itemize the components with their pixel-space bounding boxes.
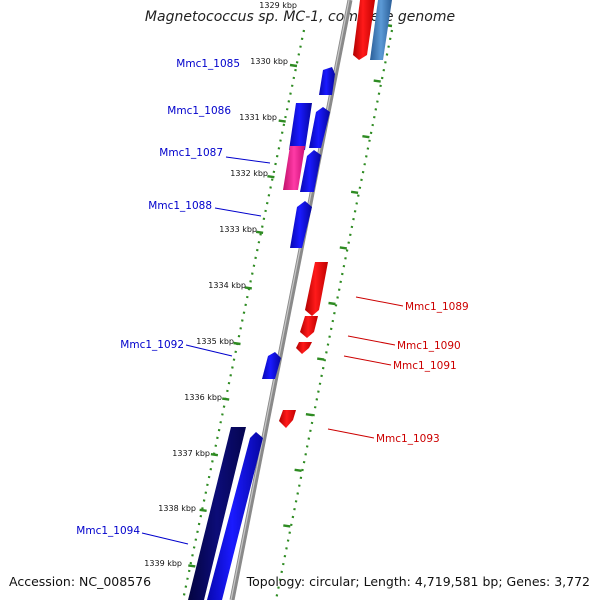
gene-arrow-mmc1-1086[interactable] xyxy=(289,103,312,150)
gene-label-mmc1-1091[interactable]: Mmc1_1091 xyxy=(393,360,457,372)
gene-arrow-top-red[interactable] xyxy=(353,0,375,60)
ruler-label-1331: 1331 kbp xyxy=(239,113,277,122)
reverse-major-tick xyxy=(305,413,314,417)
topology-text: Topology: circular; Length: 4,719,581 bp… xyxy=(246,574,590,589)
reverse-major-tick xyxy=(373,79,381,83)
gene-label-mmc1-1092[interactable]: Mmc1_1092 xyxy=(120,339,184,351)
gene-arrow-mmc1-1086b[interactable] xyxy=(309,107,330,148)
reverse-strand-ticks xyxy=(283,23,393,528)
gene-label-mmc1-1094[interactable]: Mmc1_1094 xyxy=(76,525,140,537)
gene-arrow-mmc1-1093[interactable] xyxy=(279,410,296,428)
ruler-label-1333: 1333 kbp xyxy=(219,225,257,234)
ruler-dot xyxy=(265,201,269,205)
forward-leader-lines xyxy=(141,156,271,545)
ruler-dot xyxy=(274,162,277,166)
gene-label-mmc1-1085[interactable]: Mmc1_1085 xyxy=(176,58,240,70)
reverse-leader-lines xyxy=(327,296,404,439)
ruler-label-1335: 1335 kbp xyxy=(196,337,234,346)
gene-arrow-mmc1-1094[interactable] xyxy=(188,427,246,600)
gene-arrow-top-steel[interactable] xyxy=(370,0,392,60)
gene-label-mmc1-1089[interactable]: Mmc1_1089 xyxy=(405,301,469,313)
ruler-dot xyxy=(244,303,247,307)
ruler-label-1336: 1336 kbp xyxy=(184,393,222,402)
ruler-major-tick xyxy=(244,286,252,290)
ruler-dot xyxy=(252,264,256,267)
genome-backbone-shine xyxy=(230,0,350,600)
ruler-major-tick xyxy=(188,564,196,568)
gene-arrow-mmc1-1091[interactable] xyxy=(296,342,312,354)
ruler-major-tick xyxy=(267,175,275,179)
gene-arrow-mmc1-1087b[interactable] xyxy=(300,150,321,192)
ruler-label-1330: 1330 kbp xyxy=(250,57,288,66)
genome-backbone xyxy=(229,0,353,600)
ruler-dot xyxy=(192,546,196,549)
ruler-label-1334: 1334 kbp xyxy=(208,281,246,290)
gene-label-mmc1-1087[interactable]: Mmc1_1087 xyxy=(159,147,223,159)
reverse-major-tick xyxy=(294,468,302,472)
ruler-major-tick xyxy=(289,63,298,68)
gene-arrow-mmc1-1090[interactable] xyxy=(300,316,318,338)
reverse-major-tick xyxy=(339,246,347,250)
ruler-dot xyxy=(214,444,218,447)
reverse-strand-genes xyxy=(279,0,392,428)
ruler-label-1337: 1337 kbp xyxy=(172,449,210,458)
ruler-major-tick xyxy=(210,453,219,457)
ruler-dot xyxy=(184,585,188,588)
reverse-major-tick xyxy=(328,301,336,306)
ruler-dot xyxy=(222,405,226,408)
gene-arrow-mmc1-1089[interactable] xyxy=(305,262,328,316)
ruler-major-tick xyxy=(233,341,241,346)
reverse-strand-track xyxy=(275,29,394,597)
gene-label-mmc1-1093[interactable]: Mmc1_1093 xyxy=(376,433,440,445)
reverse-major-tick xyxy=(350,190,359,194)
ruler-dot xyxy=(282,123,286,127)
gene-arrow-mmc1-1092[interactable] xyxy=(262,352,281,379)
gene-label-mmc1-1090[interactable]: Mmc1_1090 xyxy=(397,340,461,352)
ruler-label-1339: 1339 kbp xyxy=(144,559,182,568)
gene-label-mmc1-1086[interactable]: Mmc1_1086 xyxy=(167,105,231,117)
gene-arrow-mmc1-1094b[interactable] xyxy=(207,432,263,600)
ruler-dot xyxy=(295,61,299,64)
ruler-major-tick xyxy=(199,508,207,512)
ruler-major-tick xyxy=(255,230,264,234)
ruler-ticks xyxy=(188,63,298,568)
reverse-major-tick xyxy=(283,524,291,528)
forward-strand-genes xyxy=(188,67,335,600)
reverse-major-tick xyxy=(362,135,370,139)
gene-label-mmc1-1088[interactable]: Mmc1_1088 xyxy=(148,200,212,212)
ruler-label-1332: 1332 kbp xyxy=(230,169,268,178)
ruler-label-1329: 1329 kbp xyxy=(259,1,297,10)
ruler-major-tick xyxy=(278,119,286,123)
ruler-major-tick xyxy=(222,397,230,401)
accession-text: Accession: NC_008576 xyxy=(9,574,152,589)
gene-arrow-mmc1-1085[interactable] xyxy=(319,67,335,95)
gene-arrow-mmc1-1087[interactable] xyxy=(283,146,305,190)
reverse-major-tick xyxy=(317,357,325,361)
gene-arrow-mmc1-1088[interactable] xyxy=(290,201,312,248)
ruler-track xyxy=(182,29,306,596)
ruler-label-1338: 1338 kbp xyxy=(158,504,196,513)
